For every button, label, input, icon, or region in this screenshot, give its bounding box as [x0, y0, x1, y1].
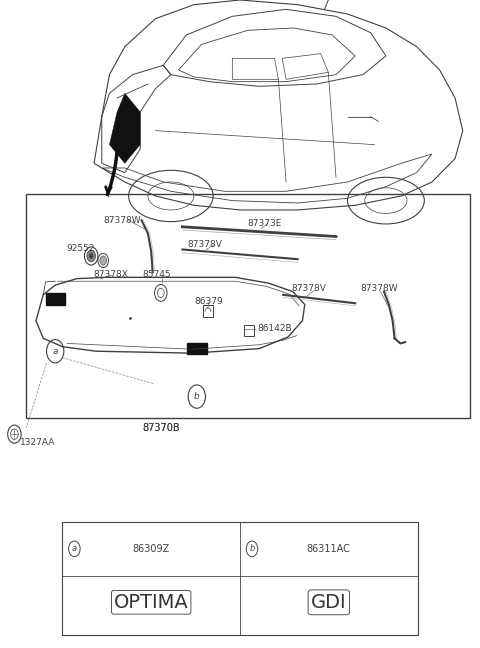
Text: 86309Z: 86309Z [132, 544, 170, 554]
Text: 85745: 85745 [143, 270, 171, 279]
Circle shape [89, 253, 93, 259]
Text: 86311AC: 86311AC [307, 544, 351, 554]
Text: 87378W: 87378W [360, 284, 397, 293]
Text: 86142B: 86142B [258, 324, 292, 333]
Bar [62, 522, 418, 635]
Polygon shape [109, 93, 140, 163]
Text: GDI: GDI [311, 593, 347, 612]
Text: 87378X: 87378X [94, 270, 129, 279]
Text: a: a [72, 544, 77, 553]
Circle shape [87, 250, 96, 262]
Text: 87378V: 87378V [292, 284, 327, 293]
Text: 87378V: 87378V [187, 240, 222, 249]
Text: 87370B: 87370B [142, 422, 180, 433]
Bar [203, 305, 213, 317]
Text: b: b [249, 544, 255, 553]
Text: 87378W: 87378W [103, 216, 141, 225]
Bar [46, 293, 65, 305]
Text: OPTIMA: OPTIMA [114, 593, 189, 612]
Bar [244, 325, 254, 336]
Text: 92552: 92552 [66, 244, 95, 253]
Text: 87370B: 87370B [142, 422, 180, 433]
Text: a: a [52, 347, 58, 356]
Bar [187, 343, 207, 354]
Bar [26, 194, 470, 418]
Circle shape [100, 256, 107, 265]
Text: b: b [194, 392, 200, 401]
Text: 87373E: 87373E [247, 219, 282, 228]
Text: 86379: 86379 [194, 297, 223, 306]
Text: 1327AA: 1327AA [20, 438, 56, 447]
